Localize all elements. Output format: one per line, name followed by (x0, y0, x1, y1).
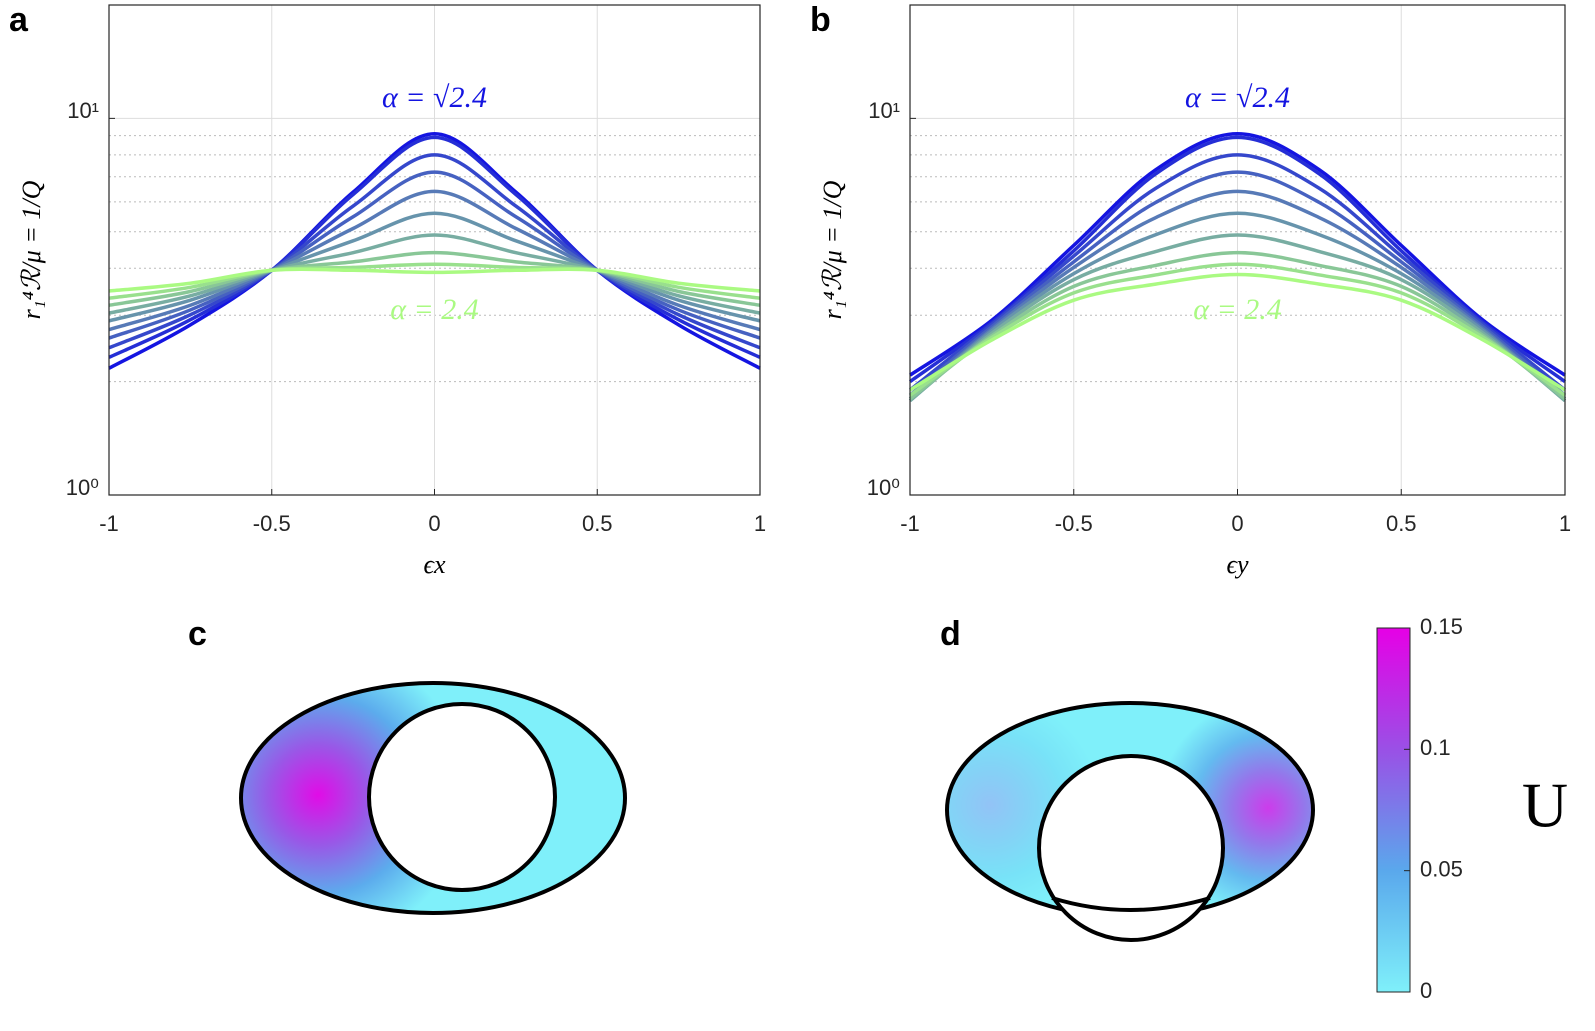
series-line (908, 211, 1567, 403)
annotation: α = √2.4 (382, 81, 487, 114)
colorbar-tick-label: 0.05 (1420, 856, 1463, 881)
series-line (108, 262, 761, 300)
x-tick-label: -0.5 (253, 511, 291, 536)
y-tick-label: 10¹ (868, 98, 900, 123)
x-tick-label: 1 (1559, 511, 1571, 536)
annotation: α = √2.4 (1185, 81, 1290, 114)
series-line (908, 153, 1567, 392)
colorbar-tick-label: 0 (1420, 978, 1432, 1003)
x-tick-label: 1 (754, 511, 766, 536)
x-tick-label: 0 (428, 511, 440, 536)
series-line (909, 132, 1566, 377)
inner-circle (1037, 754, 1225, 942)
series-line (108, 233, 761, 315)
outline (1051, 896, 1211, 912)
inner-circle (367, 702, 557, 892)
series-line (908, 262, 1567, 397)
series-line (108, 170, 761, 340)
series-line (108, 132, 761, 370)
series-line (908, 233, 1567, 403)
colorbar-tick-label: 0.1 (1420, 735, 1451, 760)
colorbar-label: U (1522, 770, 1568, 841)
outline (239, 681, 627, 915)
series-line (908, 250, 1567, 401)
series-line (108, 153, 761, 350)
annotation: α = 2.4 (1193, 293, 1282, 326)
x-axis-label: ϵx (423, 550, 445, 579)
x-axis-label: ϵy (1226, 550, 1248, 579)
y-tick-label: 10⁰ (867, 475, 900, 500)
y-tick-label: 10⁰ (66, 475, 99, 500)
panel-label: d (940, 615, 961, 653)
series-line (908, 170, 1567, 397)
series-line (909, 272, 1566, 392)
x-tick-label: -1 (99, 511, 119, 536)
x-tick-label: -0.5 (1055, 511, 1093, 536)
series-line (108, 211, 761, 323)
panel-label: c (188, 615, 207, 653)
x-tick-label: -1 (900, 511, 920, 536)
series-line (108, 267, 761, 293)
series-line (108, 189, 761, 332)
colorbar-tick-label: 0.15 (1420, 614, 1463, 639)
panel-label: b (810, 1, 831, 39)
annotation: α = 2.4 (390, 293, 479, 326)
panel-label: a (9, 1, 29, 39)
series-line (108, 250, 761, 307)
series-line (908, 189, 1567, 401)
x-tick-label: 0.5 (1386, 511, 1417, 536)
x-tick-label: 0.5 (582, 511, 613, 536)
series-line (108, 135, 761, 359)
y-axis-label: r₁⁴ℛ/μ = 1/Q (818, 180, 847, 319)
colorbar (1376, 627, 1411, 993)
y-axis-label: r₁⁴ℛ/μ = 1/Q (17, 180, 46, 319)
x-tick-label: 0 (1231, 511, 1243, 536)
y-tick-label: 10¹ (67, 98, 99, 123)
